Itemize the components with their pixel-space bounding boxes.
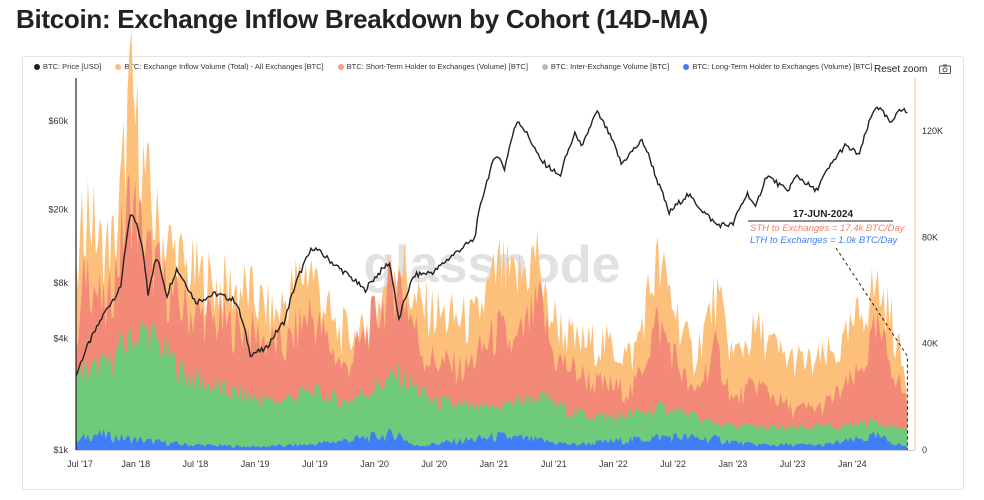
legend-dot-total — [115, 63, 122, 70]
legend-dot-inter — [541, 63, 548, 70]
x-tick-label: Jul '21 — [541, 459, 567, 469]
price-line — [75, 106, 908, 377]
x-tick-label: Jan '20 — [360, 459, 389, 469]
legend-item-lth[interactable]: BTC: Long-Term Holder to Exchanges (Volu… — [683, 62, 872, 71]
x-tick-label: Jul '20 — [421, 459, 447, 469]
legend-label-lth: BTC: Long-Term Holder to Exchanges (Volu… — [692, 62, 873, 71]
x-tick-label: Jul '22 — [660, 459, 686, 469]
legend-label-inter: BTC: Inter-Exchange Volume [BTC] — [550, 62, 670, 71]
y-left-tick-label: $1k — [53, 445, 68, 455]
x-tick-label: Jan '22 — [599, 459, 628, 469]
price-series — [75, 106, 908, 377]
chart-areas — [76, 30, 908, 450]
y-left-tick-label: $4k — [53, 334, 68, 344]
x-tick-label: Jan '24 — [838, 459, 867, 469]
chart-legend: BTC: Price [USD] BTC: Exchange Inflow Vo… — [34, 62, 872, 71]
y-right-tick-label: 40K — [922, 339, 938, 349]
reset-zoom-button[interactable]: Reset zoom — [874, 64, 928, 75]
annotation-sth: STH to Exchanges = 17.4k BTC/Day — [750, 223, 906, 234]
legend-dot-sth — [337, 63, 344, 70]
x-tick-label: Jul '17 — [67, 459, 93, 469]
x-tick-label: Jul '18 — [183, 459, 209, 469]
annotation-lth: LTH to Exchanges = 1.0k BTC/Day — [750, 235, 899, 246]
legend-item-sth[interactable]: BTC: Short-Term Holder to Exchanges (Vol… — [337, 62, 528, 71]
legend-label-price: BTC: Price [USD] — [43, 62, 102, 71]
x-tick-label: Jul '19 — [302, 459, 328, 469]
legend-label-total: BTC: Exchange Inflow Volume (Total) - Al… — [124, 62, 324, 71]
y-right-tick-label: 120K — [922, 126, 943, 136]
area-total-inflow — [76, 30, 908, 450]
area-inter-exchange — [76, 320, 908, 450]
area-sth-inflow — [76, 173, 908, 450]
legend-item-inter[interactable]: BTC: Inter-Exchange Volume [BTC] — [541, 62, 670, 71]
legend-label-sth: BTC: Short-Term Holder to Exchanges (Vol… — [346, 62, 528, 71]
annotation-leader-line — [835, 247, 908, 450]
x-tick-label: Jan '19 — [241, 459, 270, 469]
annotation-date: 17-JUN-2024 — [793, 209, 853, 220]
legend-item-total[interactable]: BTC: Exchange Inflow Volume (Total) - Al… — [115, 62, 324, 71]
chart-annotation: 17-JUN-2024 STH to Exchanges = 17.4k BTC… — [748, 209, 908, 450]
camera-icon[interactable] — [939, 64, 951, 74]
y-right-tick-label: 0 — [922, 445, 927, 455]
x-tick-label: Jan '18 — [121, 459, 150, 469]
y-left-tick-label: $20k — [48, 204, 68, 214]
legend-item-price[interactable]: BTC: Price [USD] — [34, 62, 101, 71]
y-left-tick-label: $60k — [48, 116, 68, 126]
x-tick-label: Jan '21 — [480, 459, 509, 469]
x-tick-label: Jan '23 — [718, 459, 747, 469]
chart-axes: $1k $4k $8k $20k $60k 0 40K 80K 120K Jul '17 Jan '… — [48, 78, 943, 469]
legend-dot-price — [34, 63, 40, 70]
x-tick-label: Jul '23 — [780, 459, 806, 469]
y-left-tick-label: $8k — [53, 278, 68, 288]
page-title: Bitcoin: Exchange Inflow Breakdown by Co… — [16, 4, 708, 34]
area-lth-inflow — [76, 428, 908, 450]
y-right-tick-label: 80K — [922, 232, 938, 242]
legend-dot-lth — [683, 63, 690, 70]
